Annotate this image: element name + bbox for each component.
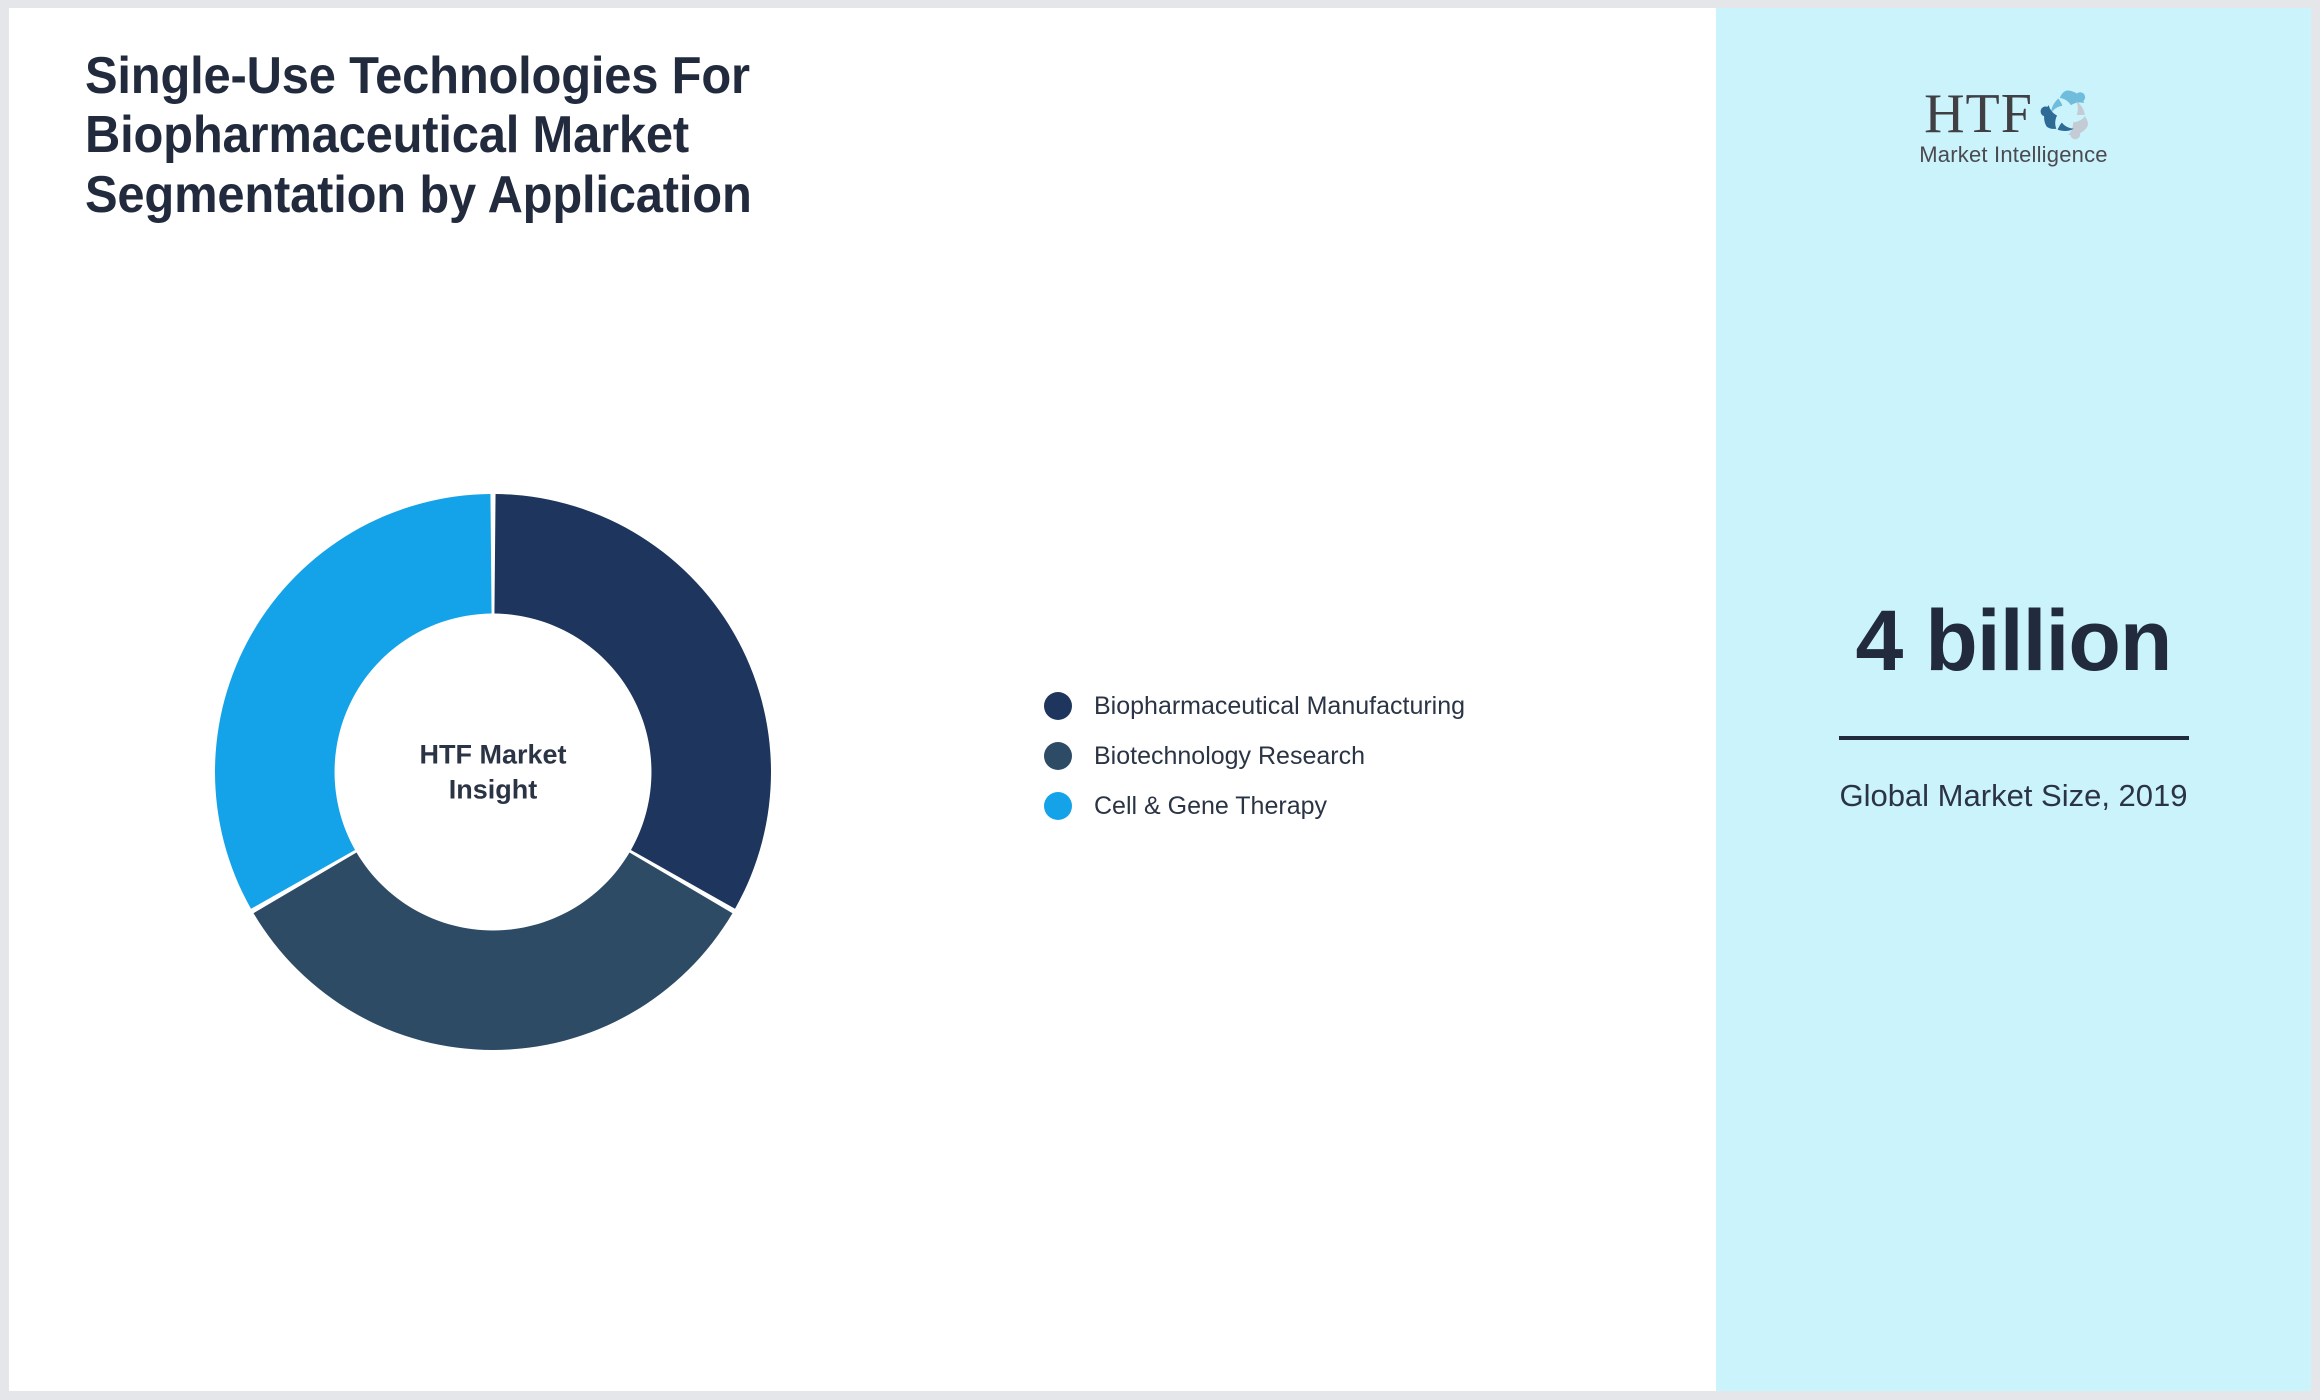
stat-block: 4 billion Global Market Size, 2019	[1716, 598, 2311, 816]
legend-swatch-icon	[1044, 742, 1072, 770]
donut-slice[interactable]	[494, 494, 772, 909]
three-people-circle-icon	[2040, 90, 2088, 140]
chart-pane: Single-Use Technologies For Biopharmaceu…	[9, 8, 1716, 1391]
legend-item-cell-and-gene-therapy[interactable]: Cell & Gene Therapy	[1044, 792, 1465, 820]
stat-caption: Global Market Size, 2019	[1839, 778, 2188, 813]
legend-item-biopharmaceutical-manufacturing[interactable]: Biopharmaceutical Manufacturing	[1044, 692, 1465, 720]
brand-name: HTF	[1924, 83, 2033, 146]
legend-label: Biopharmaceutical Manufacturing	[1094, 691, 1466, 720]
stat-value: 4 billion	[1855, 593, 2173, 689]
donut-chart-svg	[214, 494, 772, 1050]
infographic-canvas: Single-Use Technologies For Biopharmaceu…	[9, 8, 2311, 1391]
brand-logo-mark: HTF	[1924, 76, 2103, 142]
donut-slice[interactable]	[214, 494, 492, 909]
page-title: Single-Use Technologies For Biopharmaceu…	[85, 47, 752, 224]
donut-chart: HTF Market Insight	[207, 486, 779, 1058]
stat-pane: HTF	[1716, 8, 2311, 1391]
legend-label: Cell & Gene Therapy	[1094, 791, 1327, 820]
stat-divider	[1838, 736, 2189, 740]
brand-logo: HTF	[1884, 76, 2144, 166]
legend-swatch-icon	[1044, 692, 1072, 720]
legend-label: Biotechnology Research	[1094, 741, 1365, 770]
chart-legend: Biopharmaceutical Manufacturing Biotechn…	[1044, 692, 1465, 820]
donut-slices	[214, 494, 772, 1050]
legend-swatch-icon	[1044, 792, 1072, 820]
legend-item-biotechnology-research[interactable]: Biotechnology Research	[1044, 742, 1465, 770]
brand-tagline: Market Intelligence	[1919, 142, 2108, 167]
donut-slice[interactable]	[253, 852, 733, 1050]
